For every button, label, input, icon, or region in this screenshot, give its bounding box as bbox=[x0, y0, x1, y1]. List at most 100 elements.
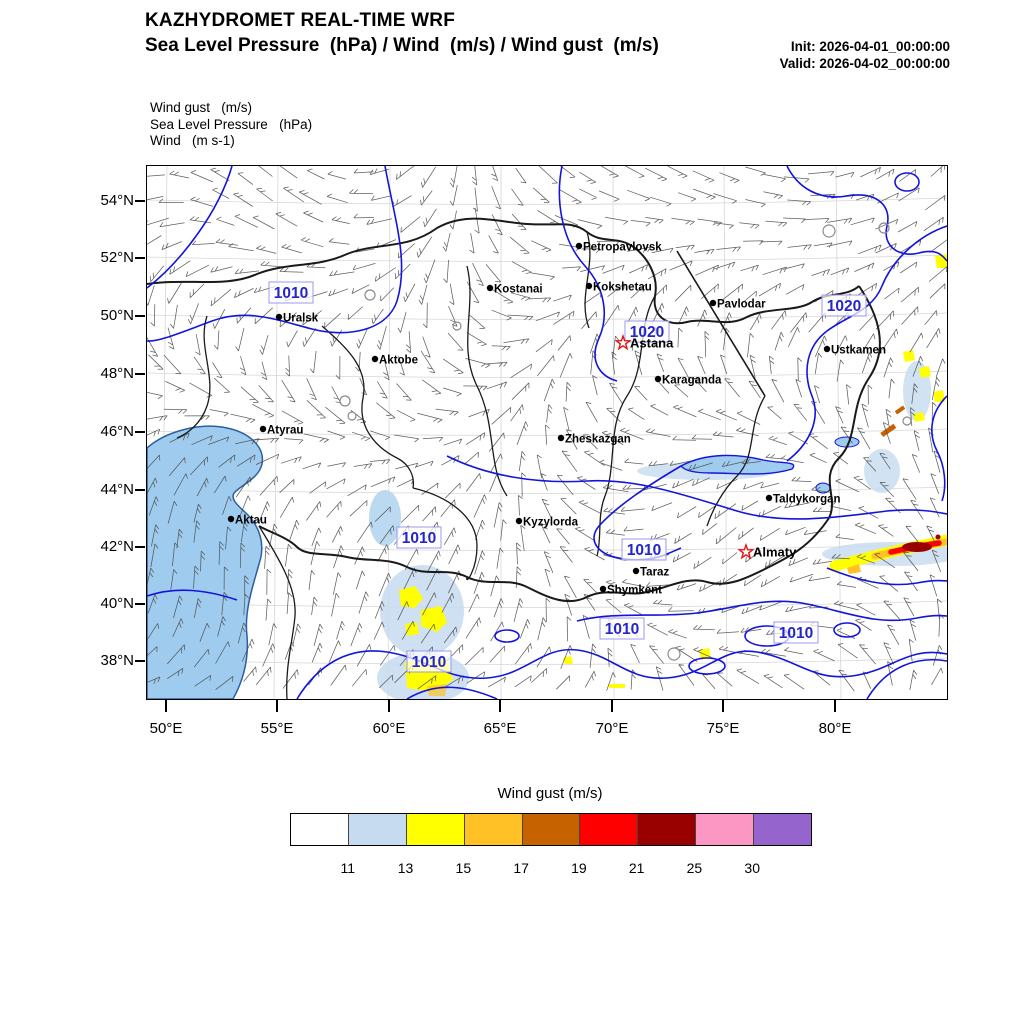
lat-label: 40°N bbox=[100, 595, 134, 612]
lake-balkhash bbox=[679, 454, 795, 475]
star-marker-icon bbox=[614, 333, 632, 351]
lat-tick bbox=[135, 546, 145, 548]
city-dot-icon bbox=[486, 284, 494, 292]
lon-label: 50°E bbox=[149, 720, 183, 737]
colorbar-cell-1 bbox=[347, 814, 406, 845]
city-kokshetau: Kokshetau bbox=[585, 282, 652, 294]
city-label: Almaty bbox=[753, 545, 797, 560]
city-zheskazgan: Zheskazgan bbox=[557, 434, 631, 446]
pressure-label: 1010 bbox=[621, 538, 667, 561]
colorbar-cell-4 bbox=[521, 814, 580, 845]
city-dot-icon bbox=[765, 494, 773, 502]
city-aktobe: Aktobe bbox=[371, 355, 418, 367]
pressure-label: 1010 bbox=[268, 281, 314, 304]
colorbar-tick-label: 25 bbox=[686, 860, 703, 876]
lon-label: 70°E bbox=[595, 720, 629, 737]
colorbar-tick-label: 30 bbox=[744, 860, 760, 876]
colorbar-tick-label: 19 bbox=[571, 860, 587, 876]
map-panel: 1010 1020 1020 1010 1010 1010 1010 1010 Petropa… bbox=[146, 165, 948, 700]
city-petropavlovsk: Petropavlovsk bbox=[575, 242, 662, 254]
city-label: Aktobe bbox=[379, 355, 418, 367]
pressure-label: 1020 bbox=[821, 294, 867, 317]
water-bodies bbox=[147, 425, 860, 699]
lat-tick bbox=[135, 373, 145, 375]
svg-text:1020: 1020 bbox=[630, 324, 664, 341]
legend-wind-gust: Wind gust (m/s) bbox=[150, 100, 253, 115]
init-time: Init: 2026-04-01_00:00:00 bbox=[790, 39, 950, 54]
city-ustkamen: Ustkamen bbox=[823, 345, 886, 357]
isobars bbox=[147, 166, 947, 699]
lat-label: 38°N bbox=[100, 652, 134, 669]
city-dot-icon bbox=[557, 434, 565, 442]
pressure-label: 1020 bbox=[624, 320, 670, 343]
lon-tick bbox=[276, 700, 278, 712]
star-marker-icon bbox=[737, 542, 755, 560]
city-label: Kostanai bbox=[494, 284, 543, 296]
overlay-legend: Wind gust (m/s) Sea Level Pressure (hPa)… bbox=[150, 100, 312, 150]
city-dot-icon bbox=[632, 567, 640, 575]
lon-label: 80°E bbox=[818, 720, 852, 737]
legend-wind: Wind (m s-1) bbox=[150, 133, 235, 148]
map-canvas: 1010 1020 1020 1010 1010 1010 1010 1010 Petropa… bbox=[147, 166, 947, 699]
lon-tick bbox=[834, 700, 836, 712]
svg-text:1010: 1010 bbox=[605, 621, 639, 638]
city-astana: Astana bbox=[614, 333, 674, 351]
calm-circles bbox=[339, 222, 912, 661]
city-label: Shymkent bbox=[607, 585, 662, 597]
svg-text:1010: 1010 bbox=[627, 542, 661, 559]
city-karaganda: Karaganda bbox=[654, 375, 722, 387]
lon-label: 60°E bbox=[372, 720, 406, 737]
lat-label: 44°N bbox=[100, 481, 134, 498]
run-info: Init: 2026-04-01_00:00:00 Valid: 2026-04… bbox=[780, 38, 950, 72]
lon-tick bbox=[722, 700, 724, 712]
lat-label: 46°N bbox=[100, 423, 134, 440]
pressure-labels: 1010 1020 1020 1010 1010 1010 1010 1010 bbox=[268, 281, 867, 673]
lat-tick bbox=[135, 315, 145, 317]
city-uralsk: Uralsk bbox=[275, 313, 319, 325]
lat-tick bbox=[135, 489, 145, 491]
lon-tick bbox=[611, 700, 613, 712]
city-label: Taldykorgan bbox=[773, 494, 841, 506]
city-label: Kokshetau bbox=[593, 282, 652, 294]
lon-label: 65°E bbox=[483, 720, 517, 737]
lon-label: 55°E bbox=[260, 720, 294, 737]
svg-text:1020: 1020 bbox=[827, 298, 861, 315]
city-dot-icon bbox=[259, 425, 267, 433]
city-kyzylorda: Kyzylorda bbox=[515, 517, 579, 529]
colorbar bbox=[290, 813, 812, 846]
city-label: Aktau bbox=[235, 515, 267, 527]
colorbar-cell-3 bbox=[463, 814, 522, 845]
city-dot-icon bbox=[585, 282, 593, 290]
svg-text:1010: 1010 bbox=[412, 654, 446, 671]
colorbar-tick-label: 13 bbox=[397, 860, 414, 876]
city-almaty: Almaty bbox=[737, 542, 797, 560]
city-dot-icon bbox=[515, 517, 523, 525]
city-dot-icon bbox=[371, 355, 379, 363]
city-taldykorgan: Taldykorgan bbox=[765, 494, 841, 506]
pressure-label: 1010 bbox=[406, 650, 452, 673]
city-shymkent: Shymkent bbox=[599, 585, 662, 597]
city-dot-icon bbox=[227, 515, 235, 523]
lat-tick bbox=[135, 200, 145, 202]
city-dot-icon bbox=[823, 345, 831, 353]
city-label: Uralsk bbox=[283, 313, 319, 325]
svg-text:1010: 1010 bbox=[402, 530, 436, 547]
page-subtitle: Sea Level Pressure (hPa) / Wind (m/s) / … bbox=[145, 35, 659, 56]
city-dot-icon bbox=[599, 585, 607, 593]
city-label: Pavlodar bbox=[717, 299, 766, 311]
city-taraz: Taraz bbox=[632, 567, 669, 579]
pressure-label: 1010 bbox=[599, 617, 645, 640]
colorbar-cell-7 bbox=[695, 814, 754, 845]
colorbar-cell-0 bbox=[291, 814, 348, 845]
lat-label: 50°N bbox=[100, 307, 134, 324]
colorbar-cell-6 bbox=[637, 814, 696, 845]
graticule bbox=[147, 166, 947, 699]
lat-label: 52°N bbox=[100, 249, 134, 266]
legend-slp: Sea Level Pressure (hPa) bbox=[150, 116, 313, 132]
lon-label: 75°E bbox=[706, 720, 740, 737]
colorbar-tick-label: 11 bbox=[340, 860, 356, 876]
colorbar-tick-label: 15 bbox=[455, 860, 472, 876]
city-dot-icon bbox=[654, 375, 662, 383]
city-label: Petropavlovsk bbox=[583, 242, 662, 254]
